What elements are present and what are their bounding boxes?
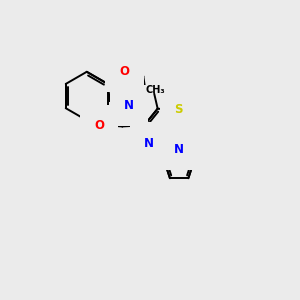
Text: S: S [174, 103, 182, 116]
Text: N: N [144, 136, 154, 150]
Text: O: O [94, 119, 104, 132]
Text: CH₃: CH₃ [146, 85, 165, 95]
Text: N: N [174, 143, 184, 156]
Text: N: N [124, 99, 134, 112]
Text: O: O [119, 65, 129, 78]
